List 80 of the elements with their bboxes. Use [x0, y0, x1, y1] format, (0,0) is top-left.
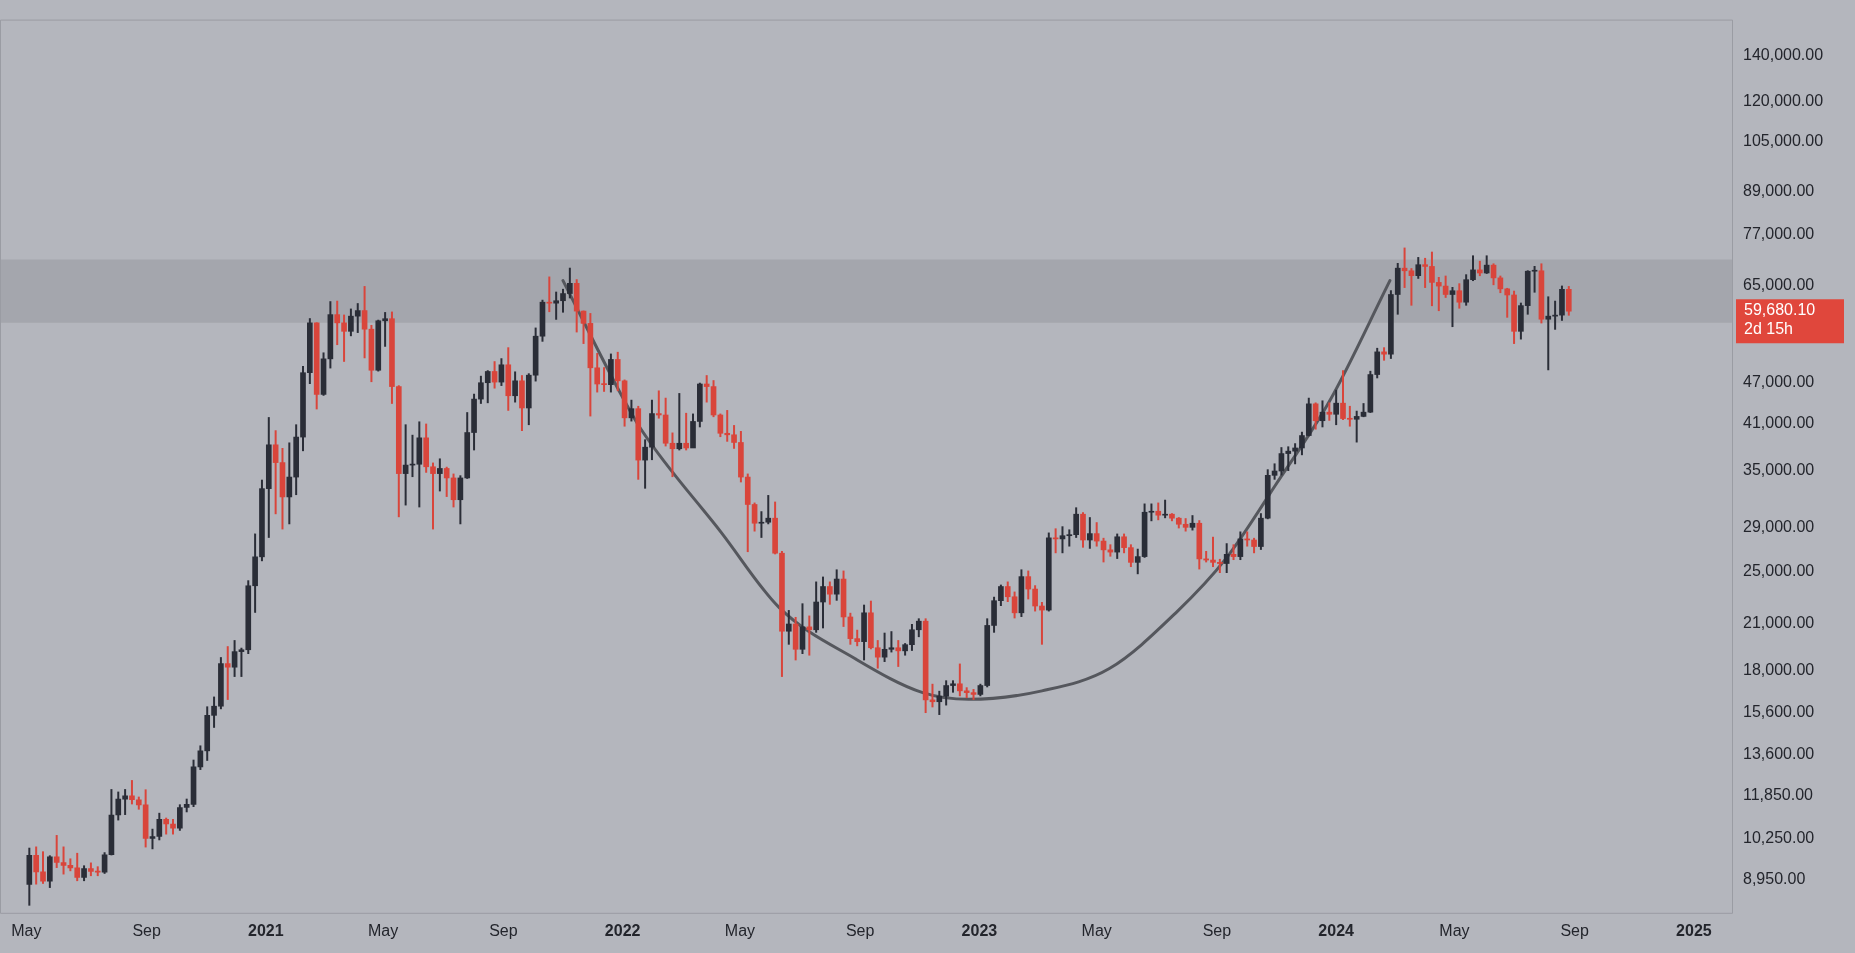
- candlestick: [40, 850, 46, 885]
- x-tick-label: May: [1439, 921, 1470, 939]
- text: 59,680.10: [1744, 300, 1816, 318]
- candlestick: [683, 411, 689, 452]
- candlestick: [957, 662, 963, 698]
- y-tick-label: 18,000.00: [1743, 660, 1815, 678]
- candlestick: [1162, 498, 1168, 520]
- candlestick: [1326, 401, 1333, 422]
- text: 2d 15h: [1744, 319, 1793, 337]
- candlestick: [272, 429, 279, 516]
- y-tick-label: 120,000.00: [1743, 92, 1824, 110]
- candlestick: [1223, 542, 1230, 574]
- candlestick: [1408, 267, 1415, 307]
- y-tick-label: 77,000.00: [1743, 225, 1815, 243]
- x-tick-label: Sep: [489, 921, 518, 939]
- candlestick: [354, 302, 361, 334]
- y-tick-label: 47,000.00: [1743, 373, 1815, 391]
- y-tick-label: 41,000.00: [1743, 414, 1815, 432]
- candlestick: [224, 645, 231, 701]
- y-tick-label: 140,000.00: [1743, 46, 1824, 64]
- candlestick: [1504, 286, 1511, 319]
- candlestick: [888, 630, 895, 654]
- x-tick-label: Sep: [845, 921, 875, 939]
- candlestick: [348, 307, 354, 338]
- candlestick: [101, 851, 108, 875]
- candlestick: [1483, 254, 1490, 275]
- y-tick-label: 10,250.00: [1743, 829, 1815, 847]
- y-tick-label: 105,000.00: [1743, 132, 1824, 150]
- y-tick-label: 65,000.00: [1743, 276, 1815, 294]
- candlestick: [785, 609, 792, 646]
- candlestick: [655, 389, 662, 420]
- x-tick-label: 2024: [1318, 921, 1355, 939]
- x-tick-label: 2021: [248, 921, 284, 939]
- y-tick-label: 29,000.00: [1743, 517, 1815, 535]
- y-tick-label: 21,000.00: [1743, 614, 1815, 632]
- x-tick-label: Sep: [132, 921, 161, 939]
- candlestick: [833, 568, 840, 602]
- candlestick: [1025, 569, 1032, 601]
- candlestick: [1333, 388, 1339, 427]
- y-tick-label: 25,000.00: [1743, 562, 1815, 580]
- x-tick-label: May: [11, 921, 42, 939]
- candlestick: [546, 275, 553, 314]
- x-tick-label: May: [724, 921, 756, 939]
- candlestick: [1449, 286, 1456, 329]
- candlestick: [676, 392, 683, 452]
- candlestick: [361, 285, 368, 360]
- y-tick-label: 8,950.00: [1743, 869, 1806, 887]
- candlestick: [1032, 584, 1038, 613]
- candlestick: [1545, 295, 1552, 372]
- y-tick-label: 89,000.00: [1743, 181, 1815, 199]
- x-tick-label: Sep: [1202, 921, 1232, 939]
- x-tick-label: 2022: [604, 921, 641, 939]
- x-tick-label: 2023: [961, 921, 998, 939]
- candlestick: [820, 575, 826, 630]
- candlestick: [1114, 532, 1121, 560]
- candlestick: [1456, 282, 1463, 310]
- candlestick: [1415, 256, 1422, 280]
- candlestick: [895, 639, 902, 668]
- candlestick: [512, 370, 518, 404]
- x-tick-label: Sep: [1560, 921, 1589, 939]
- candlestick: [334, 299, 341, 347]
- y-tick-label: 11,850.00: [1743, 785, 1814, 803]
- x-tick-label: 2025: [1676, 921, 1712, 939]
- candlestick: [806, 614, 813, 657]
- candlestick: [1093, 521, 1100, 548]
- candlestick: [827, 580, 833, 606]
- candlestick: [437, 457, 443, 493]
- candlestick: [341, 313, 347, 363]
- candlestick: [33, 845, 39, 886]
- candlestick: [286, 441, 293, 526]
- y-tick-label: 15,600.00: [1743, 703, 1815, 721]
- candlestick: [443, 465, 450, 498]
- candlestick: [231, 639, 238, 678]
- candlestick: [1565, 285, 1572, 317]
- y-tick-label: 35,000.00: [1743, 461, 1815, 479]
- x-tick-label: May: [1081, 921, 1112, 939]
- candlestick: [1087, 516, 1093, 550]
- y-tick-label: 13,600.00: [1743, 744, 1815, 762]
- candlestick: [74, 851, 81, 883]
- x-tick-label: May: [368, 921, 399, 939]
